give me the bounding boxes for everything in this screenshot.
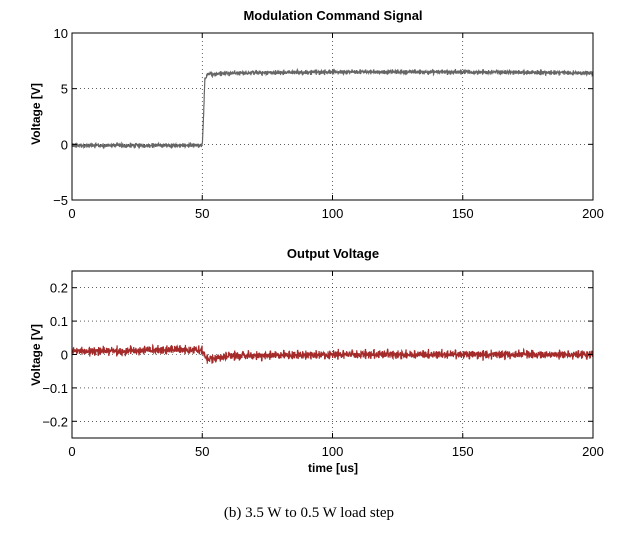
x-tick-label: 200 [582,444,604,459]
x-tick-label: 100 [322,444,344,459]
x-axis-label: time [us] [308,461,358,475]
y-tick-label: 0.2 [50,281,68,296]
x-tick-label: 100 [322,206,344,221]
modulation-command-chart: Modulation Command Signal Voltage [V] 0 5… [29,8,604,221]
series-line [71,343,594,364]
figure-caption: (b) 3.5 W to 0.5 W load step [223,505,395,521]
x-tick-label: 0 [68,206,75,221]
figure: Modulation Command Signal Voltage [V] 0 5… [29,8,604,475]
x-tick-label: 200 [582,206,604,221]
y-tick-label: −0.1 [42,381,68,396]
y-tick-label: 0 [61,348,68,363]
plot-area: 0 50 100 150 200 −0.2 −0.1 0 0.1 0.2 [42,270,604,459]
y-tick-label: 0.1 [50,314,68,329]
y-axis-label: Voltage [V] [29,324,43,386]
x-tick-label: 150 [452,444,474,459]
chart-title: Modulation Command Signal [243,8,422,23]
chart-title: Output Voltage [287,246,379,261]
plot-background [72,33,593,200]
series-line [71,67,594,150]
y-tick-label: 0 [61,137,68,152]
output-voltage-chart: Output Voltage Voltage [V] time [us] 0 50… [29,246,604,475]
y-tick-label: 10 [54,26,68,41]
x-tick-label: 50 [195,444,209,459]
y-tick-label: −0.2 [42,414,68,429]
x-tick-label: 0 [68,444,75,459]
y-axis-label: Voltage [V] [29,83,43,145]
y-tick-label: −5 [53,193,68,208]
x-tick-label: 50 [195,206,209,221]
x-tick-label: 150 [452,206,474,221]
y-tick-label: 5 [61,82,68,97]
